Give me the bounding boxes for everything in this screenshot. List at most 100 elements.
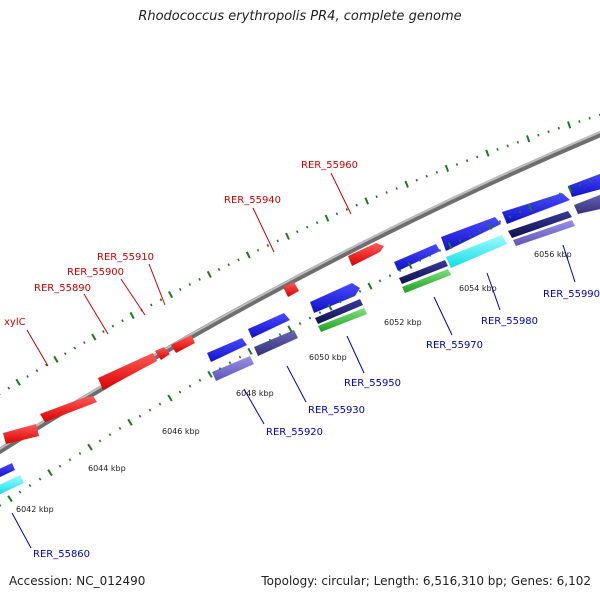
- minor-tick: [338, 300, 342, 304]
- minor-tick: [557, 126, 560, 130]
- minor-tick: [111, 324, 115, 328]
- minor-tick: [496, 148, 499, 151]
- reverse-gene-labels: xylC RER_55890 RER_55900 RER_55910 RER_5…: [4, 160, 358, 367]
- minor-tick: [178, 390, 182, 394]
- minor-tick: [258, 344, 262, 348]
- leader-line: [562, 244, 576, 283]
- minor-tick: [102, 330, 105, 333]
- major-tick: [53, 355, 59, 363]
- minor-tick: [238, 355, 242, 359]
- gene-arrow-rer55970: [394, 244, 440, 271]
- reverse-strand-genes: [3, 243, 384, 444]
- minor-tick: [435, 170, 439, 174]
- minor-tick: [438, 249, 442, 252]
- gene-label-rer55860: RER_55860: [33, 549, 90, 560]
- minor-tick: [498, 220, 502, 223]
- major-tick: [285, 232, 290, 240]
- gene-arrow-rer55910b: [171, 335, 195, 353]
- leader-line: [486, 272, 501, 311]
- minor-tick: [516, 140, 520, 144]
- minor-tick: [308, 316, 312, 320]
- minor-tick: [476, 155, 479, 159]
- major-tick: [364, 197, 370, 205]
- gene-label-rer55900: RER_55900: [67, 267, 124, 278]
- minor-tick: [227, 263, 231, 267]
- minor-tick: [455, 163, 459, 166]
- minor-tick: [45, 363, 48, 367]
- gene-arrow-rer55950c: [318, 308, 367, 332]
- minor-tick: [266, 244, 270, 247]
- major-tick: [87, 443, 93, 451]
- minor-tick: [578, 183, 582, 187]
- minor-tick: [18, 490, 22, 494]
- scale-labels: 6042 kbp 6044 kbp 6046 kbp 6048 kbp 6050…: [16, 250, 572, 514]
- leader-line: [330, 172, 352, 215]
- minor-tick: [150, 303, 153, 307]
- gene-label-rer55970: RER_55970: [426, 340, 483, 351]
- gene-label-xylC: xylC: [4, 317, 26, 328]
- minor-tick: [548, 196, 552, 200]
- minor-tick: [305, 225, 309, 229]
- minor-tick: [108, 433, 112, 437]
- minor-tick: [58, 464, 62, 468]
- minor-tick: [478, 229, 482, 233]
- minor-tick: [158, 402, 162, 406]
- major-tick: [247, 347, 253, 355]
- minor-tick: [268, 338, 272, 342]
- leader-line: [120, 278, 146, 316]
- gene-arrow-rer55890: [40, 396, 97, 422]
- leader-line: [83, 293, 109, 335]
- gene-arrow-rer55990c: [513, 220, 575, 246]
- minor-tick: [73, 346, 77, 350]
- minor-tick: [458, 239, 462, 243]
- gene-arrow-xylC: [3, 424, 39, 444]
- scale-label: 6044 kbp: [88, 464, 126, 473]
- minor-tick: [0, 503, 2, 507]
- minor-tick: [138, 414, 142, 418]
- minor-tick: [188, 283, 192, 286]
- gene-arrow-rer55970b: [399, 260, 448, 284]
- scale-label: 6042 kbp: [16, 505, 54, 514]
- minor-tick: [398, 269, 402, 273]
- minor-tick: [121, 319, 124, 323]
- forward-strand-genes: [0, 173, 600, 495]
- minor-tick: [588, 116, 591, 120]
- scale-label: 6052 kbp: [384, 318, 422, 327]
- scale-label: 6050 kbp: [309, 353, 347, 362]
- minor-tick: [518, 210, 522, 214]
- gene-arrow-rer55990b: [508, 211, 572, 238]
- major-tick: [444, 164, 450, 172]
- minor-tick: [425, 174, 428, 178]
- major-tick: [207, 370, 213, 378]
- gene-arrow-rer56000: [568, 173, 600, 197]
- leader-line: [286, 365, 307, 403]
- minor-tick: [118, 427, 122, 430]
- leader-line: [26, 329, 49, 367]
- gene-arrow-rer55990: [502, 193, 570, 224]
- minor-tick: [188, 384, 192, 388]
- minor-tick: [278, 333, 282, 336]
- gene-arrow-rer55980b: [446, 235, 507, 268]
- gene-arrow-rer55860b: [0, 475, 24, 495]
- minor-tick: [388, 274, 392, 278]
- scale-label: 6048 kbp: [236, 389, 274, 398]
- minor-tick: [218, 367, 222, 371]
- major-tick: [447, 241, 453, 250]
- minor-tick: [537, 133, 540, 137]
- major-tick: [91, 333, 97, 341]
- gene-label-rer55890: RER_55890: [34, 283, 91, 294]
- major-tick: [567, 121, 572, 129]
- major-tick: [287, 325, 293, 333]
- gene-arrow-rer55970c: [402, 269, 451, 293]
- minor-tick: [538, 201, 542, 205]
- minor-tick: [415, 178, 418, 182]
- major-tick: [129, 311, 135, 319]
- major-tick: [245, 251, 251, 259]
- minor-tick: [296, 230, 299, 234]
- minor-tick: [159, 298, 163, 302]
- minor-tick: [148, 408, 152, 412]
- gene-arrow-rer56000b: [574, 194, 600, 214]
- minor-tick: [178, 288, 182, 291]
- gene-label-rer55990: RER_55990: [543, 289, 600, 300]
- minor-tick: [256, 248, 260, 252]
